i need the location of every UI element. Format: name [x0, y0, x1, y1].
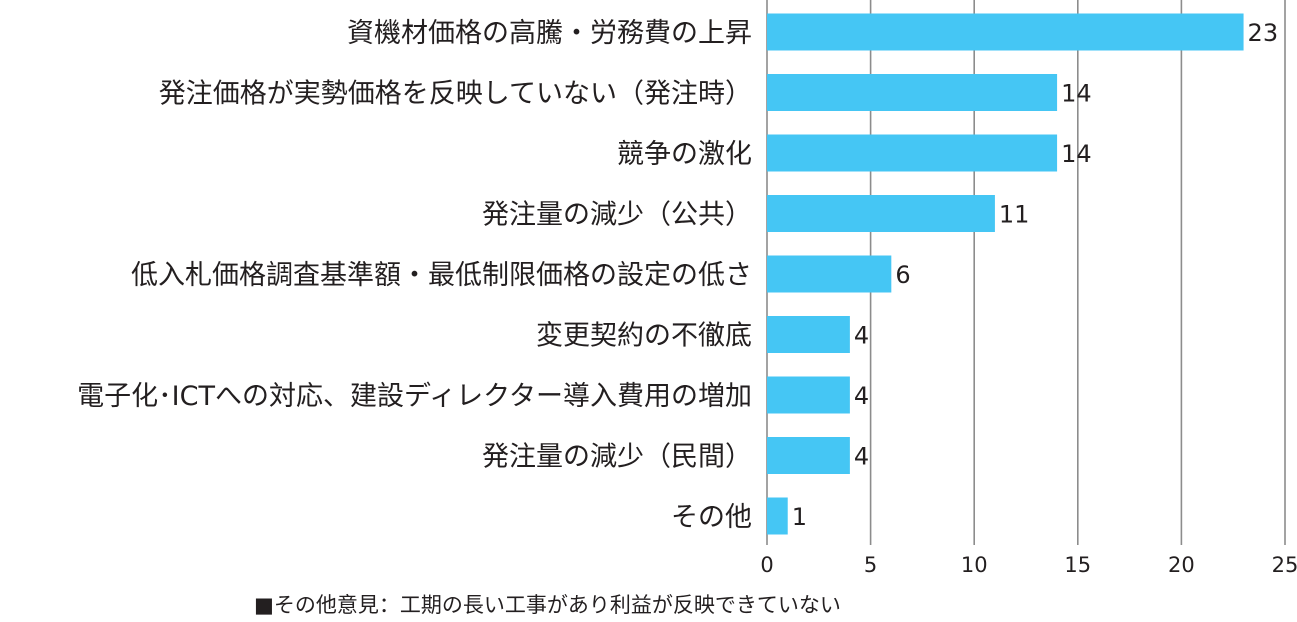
x-tick-label: 0 [760, 553, 773, 577]
category-label: その他 [671, 502, 752, 533]
category-label: 資機材価格の高騰・労務費の上昇 [347, 18, 752, 49]
bar [767, 255, 892, 293]
bar [767, 316, 850, 353]
bars [767, 13, 1244, 535]
x-tick-label: 5 [864, 553, 877, 577]
bar [767, 437, 850, 474]
bar [767, 74, 1058, 111]
category-label: 競争の激化 [617, 139, 752, 170]
footnote: ■その他意見：工期の長い工事があり利益が反映できていない [254, 593, 841, 617]
category-label: 電子化･ICTへの対応、建設ディレクター導入費用の増加 [77, 381, 752, 412]
value-label: 14 [1061, 80, 1092, 108]
value-label: 4 [854, 443, 869, 471]
x-axis-ticks: 0 5 10 15 20 25 [760, 553, 1297, 577]
category-label: 低入札価格調査基準額・最低制限価格の設定の低さ [131, 260, 752, 291]
bar [767, 195, 995, 232]
category-label: 変更契約の不徹底 [536, 321, 752, 352]
category-label: 発注量の減少（民間） [482, 442, 752, 473]
bar [767, 376, 850, 414]
value-label: 11 [999, 201, 1030, 229]
value-label: 4 [854, 322, 869, 350]
x-tick-label: 20 [1168, 553, 1195, 577]
value-label: 1 [792, 503, 807, 531]
bar [767, 134, 1058, 172]
x-tick-label: 10 [961, 553, 988, 577]
category-label: 発注価格が実勢価格を反映していない（発注時） [159, 79, 752, 110]
bar [767, 13, 1244, 51]
value-label: 23 [1248, 19, 1279, 47]
value-label: 14 [1061, 140, 1092, 168]
x-tick-label: 25 [1272, 553, 1297, 577]
x-tick-label: 15 [1064, 553, 1091, 577]
bar [767, 497, 788, 535]
category-label: 発注量の減少（公共） [482, 200, 752, 231]
value-labels: 23 14 14 11 6 4 4 4 1 [792, 19, 1278, 531]
value-label: 6 [895, 261, 910, 289]
value-label: 4 [854, 382, 869, 410]
